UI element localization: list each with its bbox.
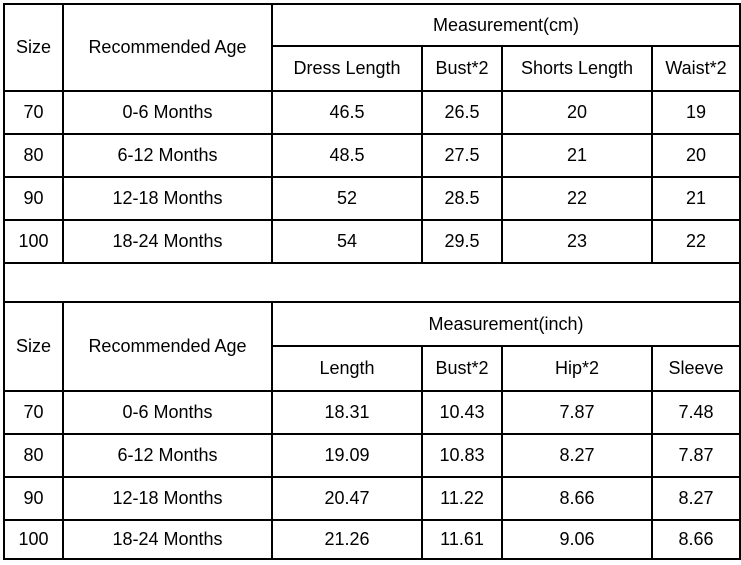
measurement-value-cell: 29.5 (421, 219, 503, 264)
age-cell: 0-6 Months (62, 390, 273, 435)
size-cell: 80 (3, 133, 64, 178)
size-cell: 90 (3, 476, 64, 521)
table-row: 80 6-12 Months 19.09 10.83 8.27 7.87 (3, 433, 741, 478)
measurement-value-cell: 18.31 (271, 390, 423, 435)
inch-col-hip-header: Hip*2 (501, 345, 653, 392)
inch-subheader-row: Length Bust*2 Hip*2 Sleeve (4, 345, 741, 392)
measurement-value-cell: 28.5 (421, 176, 503, 221)
measurement-value-cell: 26.5 (421, 90, 503, 135)
measurement-value-cell: 11.61 (421, 519, 503, 560)
inch-header-row: Size Recommended Age Measurement(inch) (3, 301, 741, 392)
age-cell: 0-6 Months (62, 90, 273, 135)
measurement-value-cell: 8.27 (501, 433, 653, 478)
table-row: 90 12-18 Months 52 28.5 22 21 (3, 176, 741, 221)
size-cell: 70 (3, 90, 64, 135)
inch-age-header: Recommended Age (62, 301, 273, 392)
age-cell: 6-12 Months (62, 133, 273, 178)
size-cell: 80 (3, 433, 64, 478)
measurement-value-cell: 8.66 (501, 476, 653, 521)
inch-col-sleeve-header: Sleeve (650, 345, 741, 392)
measurement-value-cell: 10.43 (421, 390, 503, 435)
cm-col-waist-header: Waist*2 (650, 45, 741, 92)
table-spacer-row (2, 262, 741, 303)
table-row: 100 18-24 Months 54 29.5 23 22 (3, 219, 741, 264)
cm-age-header: Recommended Age (62, 3, 273, 92)
inch-size-header: Size (3, 301, 64, 392)
age-cell: 12-18 Months (62, 176, 273, 221)
measurement-value-cell: 11.22 (421, 476, 503, 521)
cm-measurement-group-header: Measurement(cm) (270, 3, 741, 47)
measurement-value-cell: 7.87 (650, 433, 741, 478)
table-row: 80 6-12 Months 48.5 27.5 21 20 (3, 133, 741, 178)
table-spacer-cell (2, 262, 741, 303)
measurement-value-cell: 9.06 (501, 519, 653, 560)
measurement-value-cell: 23 (501, 219, 653, 264)
cm-size-header: Size (3, 3, 64, 92)
age-cell: 6-12 Months (62, 433, 273, 478)
measurement-value-cell: 54 (271, 219, 423, 264)
measurement-value-cell: 22 (501, 176, 653, 221)
measurement-value-cell: 7.87 (501, 390, 653, 435)
measurement-value-cell: 7.48 (650, 390, 741, 435)
table-row: 70 0-6 Months 18.31 10.43 7.87 7.48 (3, 390, 741, 435)
inch-col-length-header: Length (271, 345, 423, 392)
measurement-value-cell: 52 (271, 176, 423, 221)
measurement-value-cell: 20.47 (271, 476, 423, 521)
cm-col-dress-length-header: Dress Length (271, 45, 423, 92)
size-cell: 100 (3, 219, 64, 264)
measurement-value-cell: 21 (650, 176, 741, 221)
inch-col-bust-header: Bust*2 (421, 345, 503, 392)
table-row: 70 0-6 Months 46.5 26.5 20 19 (3, 90, 741, 135)
measurement-value-cell: 8.27 (650, 476, 741, 521)
measurement-value-cell: 19 (650, 90, 741, 135)
measurement-value-cell: 20 (650, 133, 741, 178)
age-cell: 18-24 Months (62, 219, 273, 264)
measurement-value-cell: 19.09 (271, 433, 423, 478)
cm-col-shorts-length-header: Shorts Length (501, 45, 653, 92)
measurement-value-cell: 10.83 (421, 433, 503, 478)
cm-subheader-row: Dress Length Bust*2 Shorts Length Waist*… (4, 45, 741, 92)
cm-header-row: Size Recommended Age Measurement(cm) (3, 3, 741, 92)
measurement-value-cell: 48.5 (271, 133, 423, 178)
size-cell: 100 (3, 519, 64, 560)
age-cell: 12-18 Months (62, 476, 273, 521)
measurement-value-cell: 27.5 (421, 133, 503, 178)
cm-col-bust-header: Bust*2 (421, 45, 503, 92)
measurement-value-cell: 8.66 (650, 519, 741, 560)
table-row: 100 18-24 Months 21.26 11.61 9.06 8.66 (3, 519, 741, 560)
size-chart-table: Size Recommended Age Measurement(cm) Dre… (2, 3, 741, 560)
table-row: 90 12-18 Months 20.47 11.22 8.66 8.27 (3, 476, 741, 521)
measurement-value-cell: 20 (501, 90, 653, 135)
measurement-value-cell: 46.5 (271, 90, 423, 135)
measurement-value-cell: 22 (650, 219, 741, 264)
measurement-value-cell: 21 (501, 133, 653, 178)
measurement-value-cell: 21.26 (271, 519, 423, 560)
inch-measurement-group-header: Measurement(inch) (270, 301, 741, 347)
age-cell: 18-24 Months (62, 519, 273, 560)
size-cell: 90 (3, 176, 64, 221)
size-cell: 70 (3, 390, 64, 435)
